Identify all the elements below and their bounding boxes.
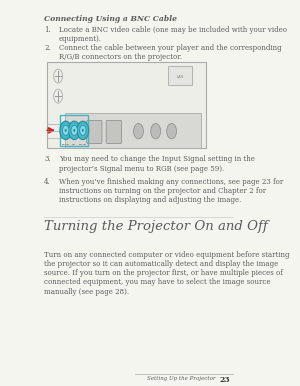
Circle shape (68, 121, 80, 140)
Text: Connecting Using a BNC Cable: Connecting Using a BNC Cable (44, 15, 177, 23)
Text: Turn on any connected computer or video equipment before starting
the projector : Turn on any connected computer or video … (44, 251, 290, 296)
Circle shape (80, 125, 86, 135)
Text: 23: 23 (220, 376, 230, 384)
Circle shape (60, 121, 72, 140)
Circle shape (62, 125, 69, 135)
Text: 2.: 2. (44, 44, 51, 52)
Text: When you’ve finished making any connections, see page 23 for
instructions on tur: When you’ve finished making any connecti… (59, 178, 283, 205)
Bar (65, 113, 201, 148)
FancyBboxPatch shape (86, 120, 102, 144)
Bar (168, 66, 192, 85)
Text: 3.: 3. (44, 155, 51, 163)
Circle shape (73, 129, 75, 132)
Text: LAN: LAN (177, 75, 184, 79)
Circle shape (151, 124, 160, 139)
Bar (60, 115, 88, 146)
Text: BNC(R): BNC(R) (61, 143, 70, 145)
Text: You may need to change the Input Signal setting in the: You may need to change the Input Signal … (59, 155, 255, 163)
Circle shape (77, 121, 89, 140)
Circle shape (134, 124, 143, 139)
Bar (46, 61, 206, 148)
Circle shape (71, 125, 77, 135)
FancyBboxPatch shape (106, 120, 122, 144)
Text: BNC(B): BNC(B) (79, 143, 87, 145)
Text: Setting Up the Projector: Setting Up the Projector (147, 376, 216, 381)
Circle shape (82, 129, 84, 132)
Text: Turning the Projector On and Off: Turning the Projector On and Off (44, 220, 268, 233)
Circle shape (65, 129, 67, 132)
Text: G/Y: G/Y (72, 143, 76, 145)
Text: projector’s Signal menu to RGB (see page 59).: projector’s Signal menu to RGB (see page… (59, 164, 224, 173)
Text: Connect the cable between your player and the corresponding
R/G/B connectors on : Connect the cable between your player an… (59, 44, 281, 61)
Text: 4.: 4. (44, 178, 51, 186)
Text: 1.: 1. (44, 26, 51, 34)
Circle shape (167, 124, 176, 139)
Text: Locate a BNC video cable (one may be included with your video
equipment).: Locate a BNC video cable (one may be inc… (59, 26, 287, 43)
